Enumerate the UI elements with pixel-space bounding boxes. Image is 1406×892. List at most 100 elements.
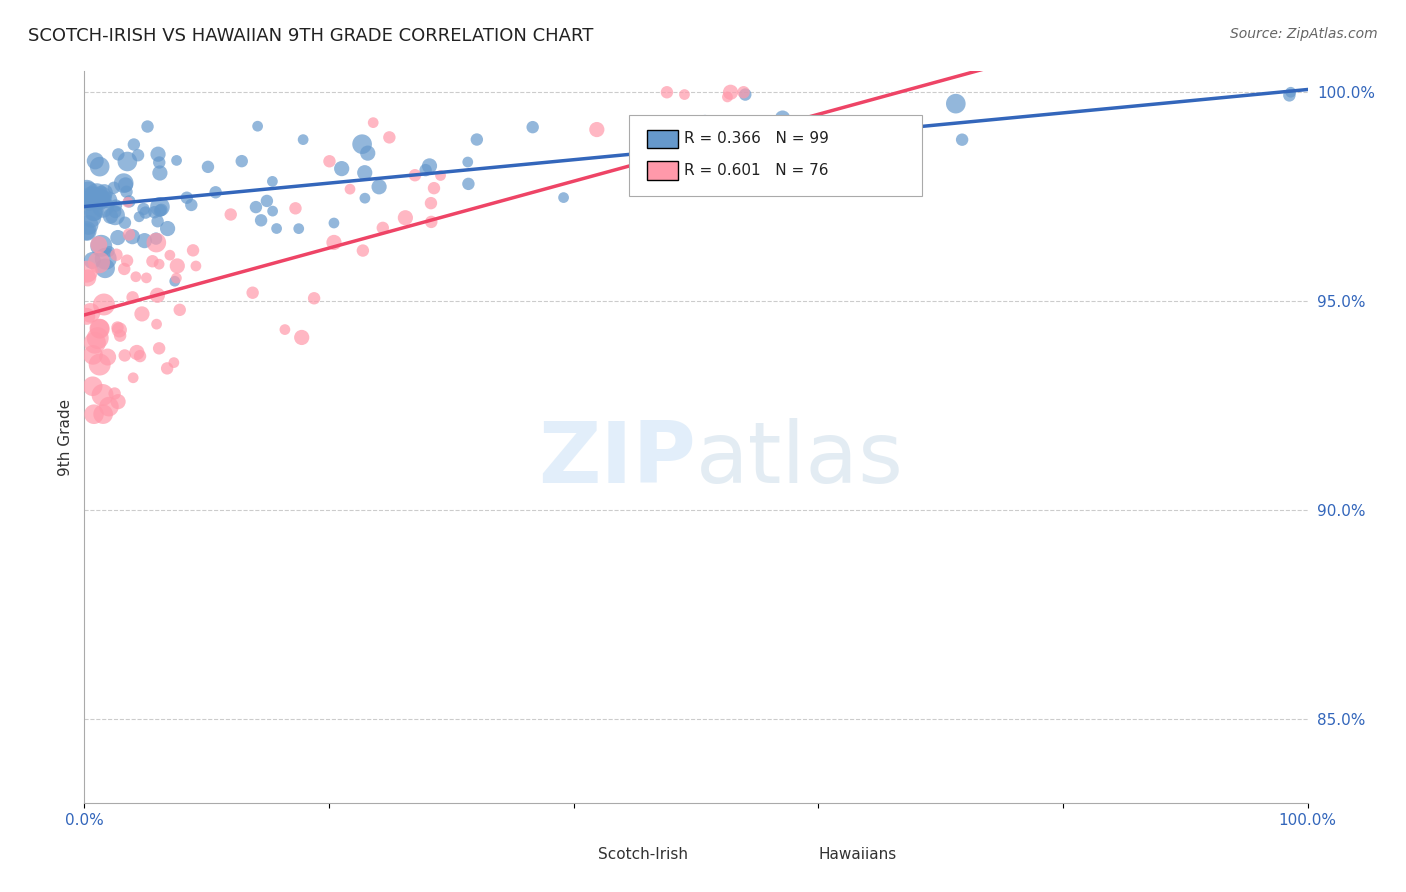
Point [145,317,167,331]
Point [163,274,186,288]
Point [457,155,479,169]
Point [146,147,169,161]
Point [80,211,103,225]
Point [82,253,104,268]
Point [231,154,253,169]
Point [219,207,242,221]
Point [323,216,346,230]
Point [165,271,187,285]
Point [361,115,384,129]
Point [82,348,104,362]
Point [742,146,765,161]
Point [91,200,114,214]
Point [184,259,207,273]
Point [104,208,127,222]
Point [242,285,264,300]
Point [129,349,152,363]
Point [318,154,340,169]
Point [77,186,100,200]
Point [76,224,98,238]
Point [145,235,167,250]
Text: Source: ZipAtlas.com: Source: ZipAtlas.com [1230,27,1378,41]
Point [87,331,110,345]
Point [115,253,138,268]
Point [108,328,131,343]
Point [118,227,141,242]
Point [98,244,121,259]
Point [291,330,314,344]
Point [394,211,416,225]
Point [423,181,446,195]
Point [772,111,794,125]
Point [673,87,696,102]
Point [357,146,380,161]
Point [148,342,170,356]
Point [284,202,307,216]
Point [716,90,738,104]
Point [121,229,143,244]
Point [117,195,139,210]
Point [323,235,346,250]
Point [353,166,375,180]
Point [245,200,267,214]
Point [107,147,129,161]
Text: Hawaiians: Hawaiians [818,847,897,862]
Point [100,209,122,223]
Point [150,202,173,217]
Point [894,134,917,148]
Point [141,254,163,268]
Point [93,186,115,200]
Point [76,183,98,197]
Text: SCOTCH-IRISH VS HAWAIIAN 9TH GRADE CORRELATION CHART: SCOTCH-IRISH VS HAWAIIAN 9TH GRADE CORRE… [28,27,593,45]
Point [204,186,226,200]
Point [76,271,98,285]
Point [87,237,110,252]
Point [104,205,127,219]
Point [89,358,111,372]
Text: R = 0.601   N = 76: R = 0.601 N = 76 [683,162,828,178]
Point [339,182,361,196]
Point [80,193,103,207]
Point [82,379,104,393]
Point [118,194,141,209]
Point [79,195,101,210]
Y-axis label: 9th Grade: 9th Grade [58,399,73,475]
Point [89,321,111,335]
Point [156,221,179,235]
Point [79,306,101,320]
Point [754,138,776,153]
Point [132,202,155,216]
Point [262,204,284,219]
Point [115,185,138,199]
Point [553,191,575,205]
Point [330,161,353,176]
Point [262,174,284,188]
Point [107,394,129,409]
Point [86,187,108,202]
Point [83,335,105,350]
Point [105,248,128,262]
Point [90,239,112,253]
Point [655,85,678,99]
Point [127,148,149,162]
Point [89,192,111,206]
Point [197,160,219,174]
Point [125,345,148,359]
Point [879,122,901,136]
Text: ZIP: ZIP [538,417,696,500]
Point [90,190,112,204]
Point [950,133,973,147]
Point [465,132,488,146]
Text: Scotch-Irish: Scotch-Irish [598,847,688,862]
Point [1278,88,1301,103]
Point [266,221,288,235]
Point [131,307,153,321]
Point [89,160,111,174]
Text: R = 0.366   N = 99: R = 0.366 N = 99 [683,131,828,146]
Point [128,210,150,224]
Point [371,220,394,235]
Point [246,119,269,133]
Point [83,205,105,219]
FancyBboxPatch shape [647,161,678,179]
Point [114,216,136,230]
